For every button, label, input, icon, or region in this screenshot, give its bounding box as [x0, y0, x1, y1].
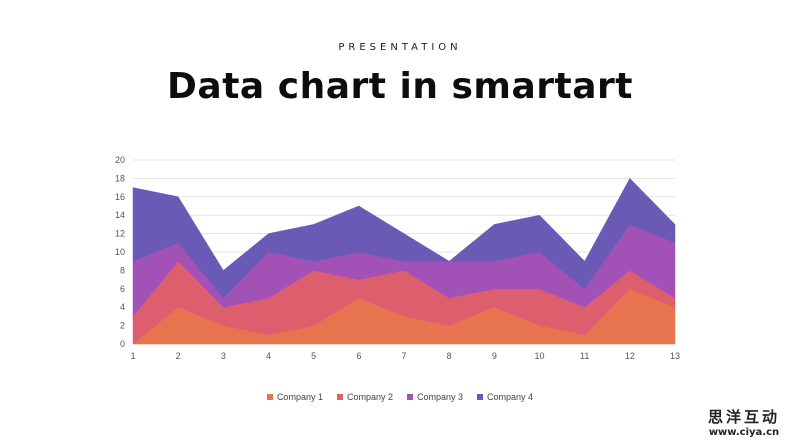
x-tick-label: 6 — [356, 351, 361, 361]
x-axis-ticks: 1 2 3 4 5 6 7 8 9 10 11 12 13 — [130, 351, 680, 361]
legend: Company 1 Company 2 Company 3 Company 4 — [0, 392, 800, 402]
y-axis-ticks: 0 2 4 6 8 10 12 14 16 18 20 — [115, 155, 125, 349]
legend-item: Company 1 — [266, 392, 323, 402]
eyebrow-label: PRESENTATION — [338, 42, 462, 53]
y-tick-label: 0 — [120, 339, 125, 349]
legend-label: Company 1 — [276, 392, 323, 402]
legend-item: Company 4 — [477, 392, 533, 402]
x-tick-label: 9 — [492, 351, 497, 361]
x-tick-label: 3 — [221, 351, 226, 361]
x-tick-label: 1 — [130, 351, 135, 361]
legend-item: Company 3 — [407, 392, 463, 402]
y-tick-label: 6 — [120, 284, 125, 294]
page-title: Data chart in smartart — [167, 66, 633, 107]
legend-swatch — [407, 394, 413, 400]
x-tick-label: 4 — [266, 351, 271, 361]
legend-swatch — [266, 394, 273, 400]
y-tick-label: 10 — [115, 247, 125, 257]
y-tick-label: 12 — [115, 229, 125, 239]
x-tick-label: 8 — [447, 351, 452, 361]
x-tick-label: 10 — [534, 351, 544, 361]
x-tick-label: 12 — [625, 351, 635, 361]
legend-swatch — [477, 394, 484, 400]
y-tick-label: 16 — [115, 192, 125, 202]
watermark: 思洋互动 www.ciya.cn — [708, 406, 780, 438]
x-tick-label: 13 — [670, 351, 680, 361]
legend-label: Company 4 — [487, 392, 534, 402]
legend-swatch — [336, 394, 343, 400]
y-tick-label: 20 — [115, 155, 125, 165]
legend-label: Company 3 — [417, 392, 464, 402]
x-tick-label: 7 — [401, 351, 406, 361]
y-tick-label: 4 — [120, 302, 125, 312]
y-tick-label: 2 — [120, 321, 125, 331]
area-series — [132, 177, 676, 345]
x-tick-label: 11 — [580, 351, 589, 361]
x-tick-label: 5 — [311, 351, 316, 361]
y-tick-label: 14 — [115, 210, 125, 220]
y-tick-label: 8 — [120, 265, 125, 275]
area-company-4 — [132, 177, 676, 299]
watermark-url: www.ciya.cn — [708, 427, 780, 438]
legend-item: Company 2 — [336, 392, 393, 402]
legend-label: Company 2 — [346, 392, 393, 402]
x-tick-label: 2 — [176, 351, 181, 361]
watermark-name: 思洋互动 — [707, 408, 780, 426]
y-tick-label: 18 — [115, 173, 125, 183]
